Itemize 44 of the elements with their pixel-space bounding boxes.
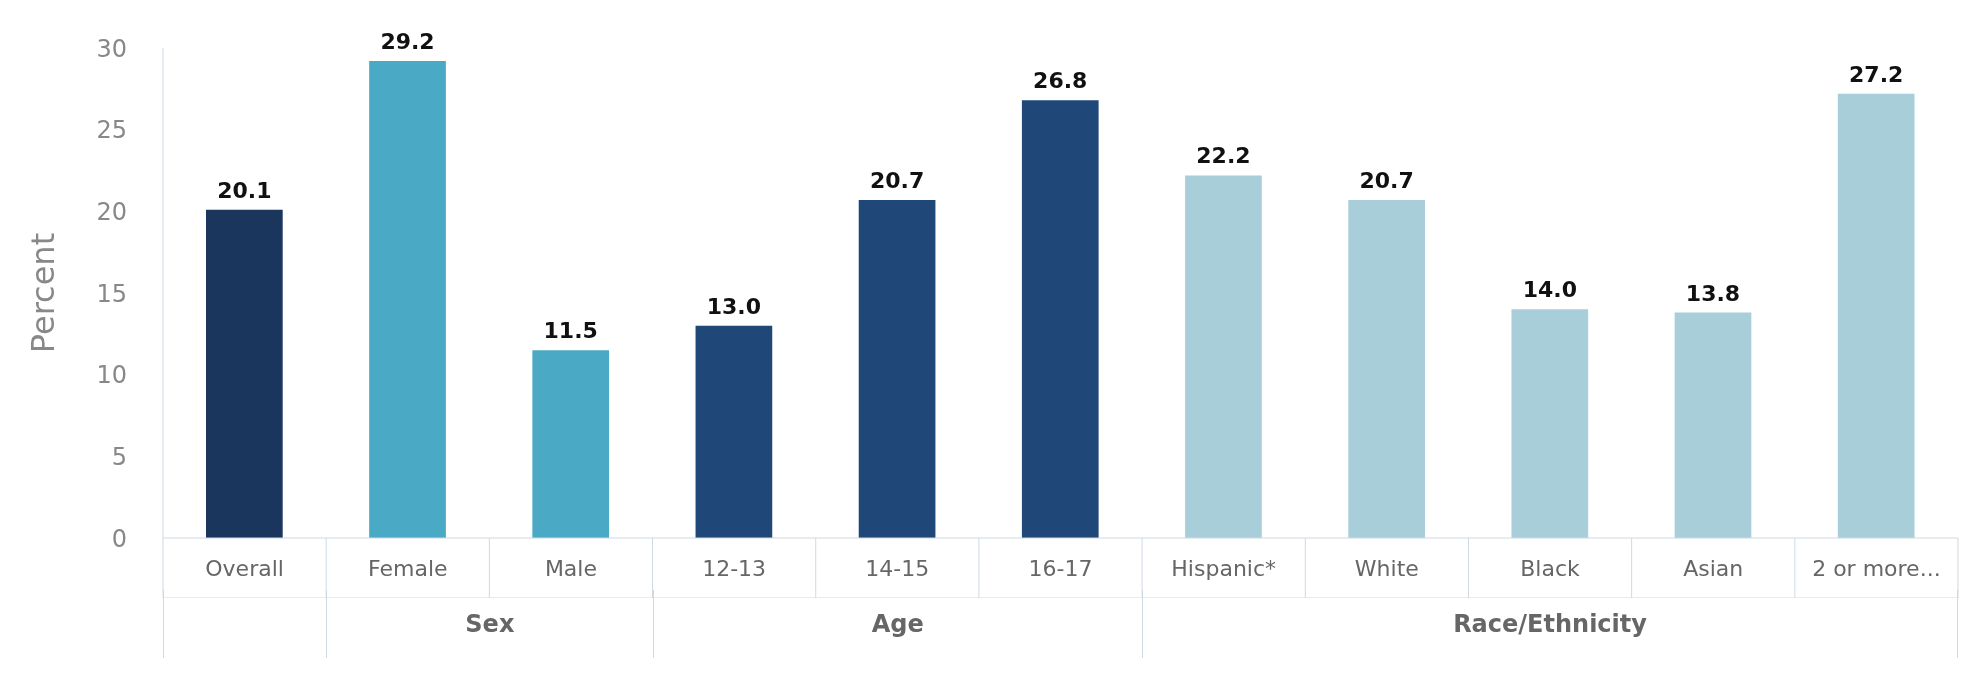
data-label: 20.1 xyxy=(217,177,272,203)
bar xyxy=(1511,309,1589,538)
text: Age xyxy=(652,590,1143,658)
x-tick-label: 12-13 xyxy=(702,556,767,581)
y-tick-label: 15 xyxy=(96,279,127,308)
data-label: 26.8 xyxy=(1033,68,1088,94)
bar xyxy=(206,209,283,538)
y-tick-label: 25 xyxy=(96,116,127,145)
x-tick-label: 16-17 xyxy=(1028,556,1093,581)
y-tick-label: 5 xyxy=(111,442,127,471)
data-label: 13.0 xyxy=(706,293,762,319)
bar xyxy=(1348,199,1425,538)
x-tick-label: Male xyxy=(544,556,598,581)
y-tick-label: 30 xyxy=(96,34,127,63)
x-tick-label: 14-15 xyxy=(865,556,930,581)
y-axis-title: Percent xyxy=(24,232,63,354)
data-label: 14.0 xyxy=(1522,277,1577,303)
x-tick-label: Black xyxy=(1520,556,1581,581)
x-tick-label: 2 or more... xyxy=(1812,556,1941,581)
x-tick-label: White xyxy=(1354,556,1419,581)
text: Sex xyxy=(326,590,653,658)
bar xyxy=(1837,93,1915,538)
x-tick-label: Overall xyxy=(205,556,284,581)
data-label: 20.7 xyxy=(869,167,925,193)
data-label: 11.5 xyxy=(543,318,598,344)
x-tick-label: Hispanic* xyxy=(1171,556,1277,581)
y-tick-label: 10 xyxy=(96,361,127,390)
x-tick-label: Female xyxy=(368,556,448,581)
bar xyxy=(1021,100,1099,538)
bar xyxy=(532,350,610,538)
bar xyxy=(695,325,773,538)
x-tick-label: Asian xyxy=(1683,556,1744,581)
bar xyxy=(1674,312,1752,538)
bar xyxy=(1185,175,1262,538)
bar xyxy=(369,61,446,538)
data-label: 22.2 xyxy=(1196,143,1251,169)
y-tick-label: 20 xyxy=(96,197,127,226)
data-label: 20.7 xyxy=(1359,167,1414,193)
data-label: 29.2 xyxy=(380,29,435,55)
text: Race/Ethnicity xyxy=(1142,590,1958,658)
data-label: 13.8 xyxy=(1685,280,1741,306)
bar xyxy=(858,199,936,538)
y-tick-label: 0 xyxy=(111,524,127,553)
data-label: 27.2 xyxy=(1849,61,1904,87)
